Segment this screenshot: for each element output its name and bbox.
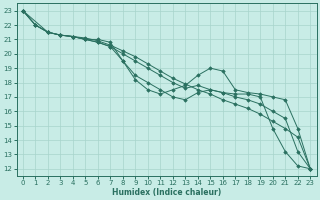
X-axis label: Humidex (Indice chaleur): Humidex (Indice chaleur) (112, 188, 221, 197)
